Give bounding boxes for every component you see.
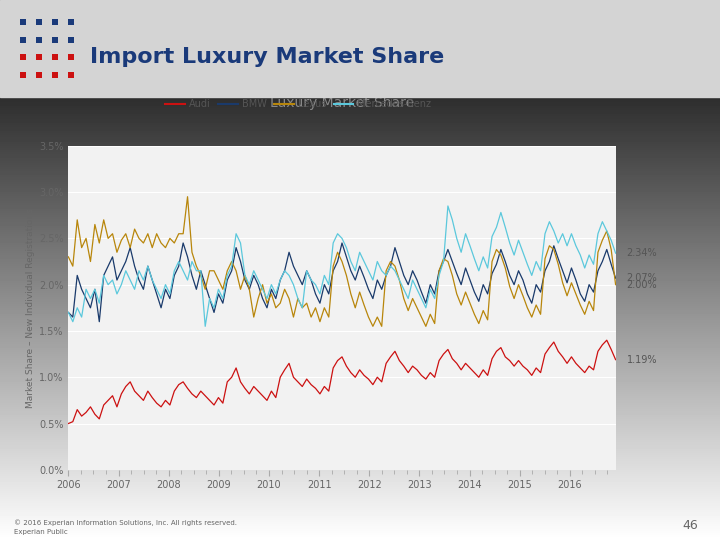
Legend: Audi, BMW, Lexus, Mercedes-Benz: Audi, BMW, Lexus, Mercedes-Benz <box>161 96 435 113</box>
Text: 2.07%: 2.07% <box>626 273 657 283</box>
Text: © 2016 Experian Information Solutions, Inc. All rights reserved.: © 2016 Experian Information Solutions, I… <box>14 520 238 526</box>
Text: Experian Public: Experian Public <box>14 529 68 535</box>
Text: 46: 46 <box>683 519 698 532</box>
Text: 2.34%: 2.34% <box>626 248 657 258</box>
Y-axis label: Market Share – New Individual Registrations: Market Share – New Individual Registrati… <box>26 208 35 408</box>
Text: Import Luxury Market Share: Import Luxury Market Share <box>90 46 444 67</box>
Text: 1.19%: 1.19% <box>626 355 657 365</box>
Title: Luxury Market Share: Luxury Market Share <box>270 96 414 110</box>
Text: 2.00%: 2.00% <box>626 280 657 289</box>
